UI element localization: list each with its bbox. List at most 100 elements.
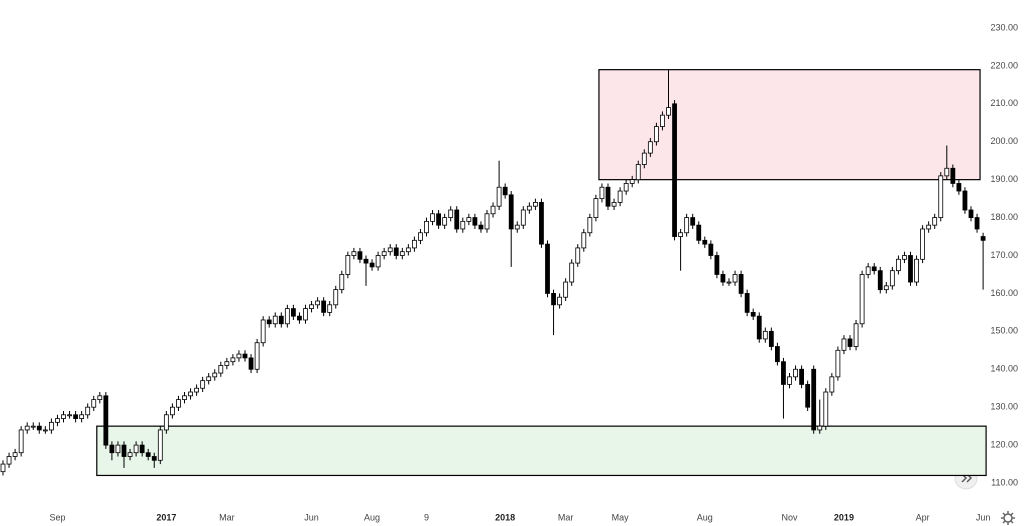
candle-body [139, 444, 145, 454]
candle-body [539, 202, 544, 245]
candle-body [678, 232, 683, 237]
candle-body [968, 209, 974, 218]
x-tick-label: 2018 [495, 512, 515, 522]
x-tick-label: Jun [304, 512, 319, 522]
candle-body [284, 308, 290, 325]
candle-body [781, 361, 786, 385]
candle-body [79, 414, 85, 419]
candle-body [896, 258, 901, 272]
candle-body [496, 186, 502, 207]
candle-body [42, 429, 48, 432]
candle-body [127, 452, 133, 457]
candle-body [182, 395, 187, 401]
candle-body [442, 217, 448, 226]
candle-body [551, 293, 556, 306]
candle-body [254, 342, 260, 370]
candle-body [726, 281, 732, 284]
candle-body [333, 289, 339, 306]
candle-body [369, 262, 375, 268]
candle-body [212, 372, 218, 378]
candle-body [290, 308, 296, 317]
candle-body [920, 228, 925, 260]
candle-body [315, 300, 321, 306]
candle-body [944, 167, 950, 177]
candle-body [236, 353, 242, 359]
candle-body [756, 315, 762, 340]
candle-body [484, 213, 490, 230]
candle-body [611, 202, 617, 207]
candle-body [563, 281, 569, 298]
x-tick-label: May [612, 512, 630, 522]
candle-body [454, 209, 460, 230]
candle-body [956, 183, 962, 192]
candle-body [762, 330, 768, 340]
candle-body [829, 376, 835, 393]
candle-body [775, 346, 780, 363]
candle-body [327, 304, 333, 313]
candle-body [49, 421, 54, 431]
y-tick-label: 170.00 [990, 250, 1018, 260]
candle-body [980, 236, 986, 241]
candle-body [91, 399, 97, 408]
candle-body [399, 251, 405, 256]
candle-body [932, 217, 938, 226]
candle-body [67, 414, 72, 417]
candle-body [581, 232, 587, 249]
candle-body [303, 308, 308, 321]
candle-body [823, 391, 829, 427]
candle-body [157, 429, 163, 461]
candle-body [224, 361, 230, 366]
candle-body [12, 452, 18, 457]
candle-body [297, 315, 302, 321]
candle-body [702, 239, 708, 245]
candle-body [121, 444, 127, 457]
candle-body [176, 399, 181, 408]
candle-body [73, 414, 78, 419]
zone [96, 425, 987, 477]
candle-body [85, 406, 91, 416]
candle-body [889, 270, 895, 287]
candle-body [926, 224, 932, 230]
candle-body [714, 255, 720, 275]
candle-body [163, 414, 169, 431]
y-tick-label: 160.00 [990, 288, 1018, 298]
x-tick-label: Mar [558, 512, 574, 522]
candle-body [145, 452, 151, 457]
candle-body [908, 255, 913, 283]
candle-body [533, 202, 538, 207]
candle-body [877, 270, 883, 291]
candle-body [847, 338, 853, 347]
candle-body [309, 304, 314, 309]
candle-body [405, 247, 411, 253]
x-tick-label: Aug [364, 512, 380, 522]
candle-body [24, 425, 30, 431]
candle-body [605, 186, 611, 207]
candle-body [460, 220, 466, 230]
candle-body [242, 353, 248, 359]
candle-body [950, 167, 956, 184]
candle-body [218, 365, 224, 374]
candle-body [30, 425, 36, 428]
candle-body [629, 179, 635, 184]
candle-body [811, 368, 817, 431]
candle-body [381, 251, 387, 256]
candle-body [230, 357, 236, 363]
candle-body [357, 251, 363, 260]
candle-body [545, 243, 550, 294]
candle-body [520, 209, 526, 226]
candle-body [720, 274, 726, 283]
candle-body [871, 266, 877, 272]
x-tick-label: Aug [697, 512, 713, 522]
candle-body [593, 198, 599, 218]
settings-icon[interactable] [1001, 511, 1015, 525]
candle-body [557, 296, 562, 306]
candle-body [248, 357, 254, 370]
candle-body [351, 251, 357, 256]
zone [598, 69, 981, 181]
candle-body [962, 190, 968, 211]
candle-body [502, 186, 508, 196]
candle-body [841, 338, 847, 351]
y-tick-label: 210.00 [990, 98, 1018, 108]
candle-body [793, 368, 798, 378]
